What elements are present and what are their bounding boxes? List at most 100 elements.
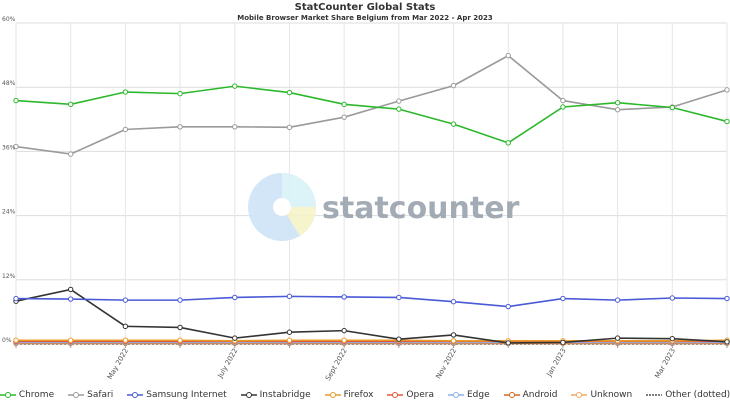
data-point-samsung-internet[interactable] (669, 295, 676, 301)
watermark-text: statcounter (322, 191, 520, 226)
data-point-chrome[interactable] (560, 104, 566, 110)
grid (15, 22, 728, 345)
data-point-instabridge[interactable] (450, 332, 457, 338)
x-tick-label: May 2022 (106, 347, 130, 381)
data-point-safari[interactable] (286, 124, 293, 131)
data-point-safari[interactable] (614, 106, 621, 113)
data-point-safari[interactable] (450, 82, 457, 89)
data-point-chrome[interactable] (450, 121, 457, 127)
data-point-firefox[interactable] (177, 337, 183, 343)
legend-label: Unknown (590, 390, 633, 400)
data-point-chrome[interactable] (396, 106, 402, 112)
x-tick-label: Jan 2023 (545, 347, 568, 379)
x-tick-label: Nov 2022 (434, 347, 458, 380)
y-tick-label: 24% (2, 209, 16, 216)
chart-title: StatCounter Global Stats (295, 2, 436, 13)
legend-label: Safari (87, 390, 114, 400)
data-point-instabridge[interactable] (396, 336, 402, 342)
data-point-safari[interactable] (177, 124, 183, 130)
data-point-chrome[interactable] (232, 83, 238, 89)
legend-item-unknown[interactable]: Unknown (571, 390, 632, 400)
legend-item-android[interactable]: Android (503, 390, 557, 400)
data-point-samsung-internet[interactable] (122, 297, 129, 303)
legend-item-safari[interactable]: Safari (68, 390, 113, 400)
data-point-chrome[interactable] (286, 89, 293, 96)
data-point-firefox[interactable] (286, 337, 293, 343)
data-point-chrome[interactable] (341, 101, 347, 108)
data-point-safari[interactable] (341, 114, 347, 120)
legend-swatch-icon (0, 392, 16, 398)
data-point-chrome[interactable] (67, 101, 74, 108)
data-point-instabridge[interactable] (724, 339, 730, 345)
x-tick-label: July 2022 (216, 347, 240, 380)
data-point-chrome[interactable] (669, 104, 676, 111)
legend-swatch-icon (447, 392, 464, 398)
legend-item-edge[interactable]: Edge (447, 390, 490, 400)
legend-item-firefox[interactable]: Firefox (324, 390, 374, 400)
data-point-chrome[interactable] (122, 89, 129, 95)
legend-item-instabridge[interactable]: Instabridge (240, 390, 311, 400)
data-point-instabridge[interactable] (286, 329, 293, 335)
data-point-safari[interactable] (67, 151, 74, 157)
legend-swatch-icon (646, 394, 663, 396)
data-point-chrome[interactable] (13, 97, 19, 104)
x-tick-label: Mar 2023 (653, 347, 677, 380)
data-point-samsung-internet[interactable] (13, 295, 19, 302)
data-point-instabridge[interactable] (341, 327, 347, 334)
data-point-safari[interactable] (13, 143, 19, 150)
legend-swatch-icon (503, 392, 520, 398)
chart-subtitle: Mobile Browser Market Share Belgium from… (237, 14, 493, 22)
series-instabridge (13, 286, 730, 346)
series-line-firefox (16, 339, 728, 342)
data-point-samsung-internet[interactable] (232, 294, 238, 301)
legend-item-opera[interactable]: Opera (387, 390, 434, 400)
legend-swatch-icon (387, 392, 404, 398)
data-point-instabridge[interactable] (122, 323, 129, 330)
data-point-instabridge[interactable] (560, 339, 566, 346)
legend-item-samsung-internet[interactable]: Samsung Internet (127, 390, 227, 400)
data-point-safari[interactable] (560, 97, 566, 104)
series-safari (13, 52, 730, 157)
legend-item-other-dotted[interactable]: Other (dotted) (646, 390, 730, 400)
data-point-chrome[interactable] (177, 90, 183, 97)
data-point-safari[interactable] (396, 98, 402, 104)
legend-item-chrome[interactable]: Chrome (0, 390, 54, 400)
data-point-samsung-internet[interactable] (177, 297, 183, 303)
data-point-chrome[interactable] (614, 100, 621, 106)
data-point-firefox[interactable] (67, 337, 74, 343)
data-point-samsung-internet[interactable] (450, 299, 457, 305)
legend-label: Other (dotted) (665, 390, 730, 400)
statcounter-watermark: statcounter (248, 173, 520, 241)
data-point-samsung-internet[interactable] (505, 303, 511, 310)
legend-label: Opera (406, 390, 434, 400)
legend-swatch-icon (324, 392, 341, 398)
data-point-safari[interactable] (122, 126, 129, 133)
data-point-samsung-internet[interactable] (341, 294, 347, 300)
data-point-safari[interactable] (232, 124, 238, 130)
watermark-logo-hole (273, 198, 291, 216)
data-point-samsung-internet[interactable] (614, 297, 621, 303)
data-point-chrome[interactable] (505, 140, 511, 146)
data-point-instabridge[interactable] (669, 335, 676, 342)
data-point-firefox[interactable] (122, 337, 129, 343)
legend-label: Firefox (343, 390, 374, 400)
data-point-samsung-internet[interactable] (286, 293, 293, 300)
data-point-instabridge[interactable] (177, 324, 183, 331)
data-point-instabridge[interactable] (614, 335, 621, 341)
data-point-firefox[interactable] (13, 337, 19, 343)
data-point-samsung-internet[interactable] (396, 294, 402, 301)
data-point-safari[interactable] (505, 52, 511, 59)
series-chrome (13, 83, 730, 146)
data-point-samsung-internet[interactable] (724, 295, 730, 302)
data-point-safari[interactable] (724, 87, 730, 93)
data-point-samsung-internet[interactable] (67, 296, 74, 302)
data-point-firefox[interactable] (341, 337, 347, 343)
data-point-instabridge[interactable] (232, 335, 238, 341)
y-tick-label: 48% (2, 80, 16, 87)
data-point-instabridge[interactable] (67, 286, 74, 293)
watermark-logo-segment (282, 173, 316, 207)
data-point-samsung-internet[interactable] (560, 295, 566, 302)
data-point-firefox[interactable] (450, 338, 457, 344)
y-tick-label: 36% (2, 144, 16, 151)
data-point-chrome[interactable] (724, 118, 730, 125)
